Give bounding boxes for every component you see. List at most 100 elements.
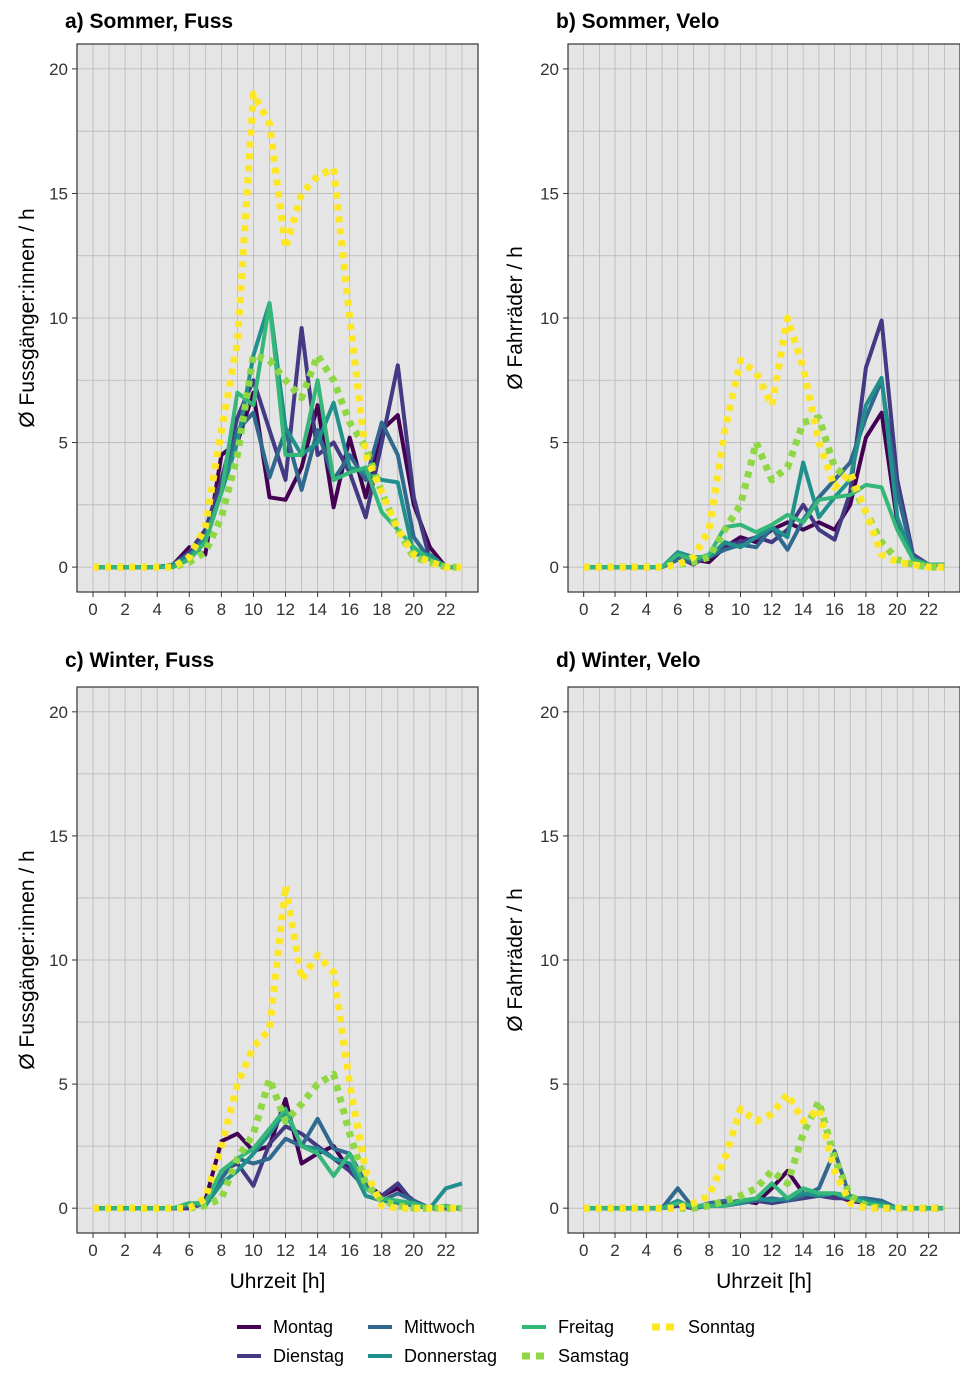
x-axis-label: Uhrzeit [h] (230, 1270, 326, 1293)
series-group (583, 314, 945, 571)
x-tick-label: 4 (642, 600, 651, 619)
panel-1: 0 5 10 15 20 0 2 4 6 8 10 12 14 16 18 20 22 a) Sommer, Fu… (16, 10, 479, 619)
series-group (583, 1090, 945, 1212)
x-tick-label: 0 (579, 600, 588, 619)
legend-label: Mittwoch (404, 1317, 475, 1337)
y-tick-label: 10 (49, 951, 68, 970)
series-line-sonntag (93, 882, 462, 1212)
x-tick-label: 14 (794, 1241, 813, 1260)
series-group (93, 90, 462, 571)
y-tick-label: 15 (540, 184, 559, 203)
x-tick-label: 16 (340, 1241, 359, 1260)
series-line-sonntag (583, 1090, 945, 1212)
y-tick-label: 0 (59, 558, 68, 577)
y-tick-label: 20 (49, 703, 68, 722)
x-tick-label: 10 (731, 600, 750, 619)
x-tick-label: 16 (825, 600, 844, 619)
y-tick-label: 20 (540, 703, 559, 722)
x-axis-label: Uhrzeit [h] (716, 1270, 812, 1293)
x-tick-label: 16 (340, 600, 359, 619)
y-tick-label: 20 (49, 60, 68, 79)
x-tick-label: 10 (244, 1241, 263, 1260)
x-tick-label: 22 (919, 600, 938, 619)
x-tick-label: 8 (217, 600, 226, 619)
panel-title: c) Winter, Fuss (65, 649, 214, 672)
x-tick-label: 2 (120, 600, 129, 619)
panel-2: 0 5 10 15 20 0 2 4 6 8 10 12 14 16 18 20 22 b) Sommer, Ve… (504, 10, 960, 619)
y-axis-label: Ø Fussgänger:innen / h (16, 208, 39, 427)
x-tick-label: 6 (673, 600, 682, 619)
x-tick-label: 0 (88, 600, 97, 619)
y-tick-label: 15 (49, 184, 68, 203)
y-tick-label: 10 (540, 951, 559, 970)
y-tick-label: 15 (540, 827, 559, 846)
x-tick-label: 22 (919, 1241, 938, 1260)
x-tick-label: 14 (308, 1241, 327, 1260)
grid-lines (568, 44, 960, 592)
x-tick-label: 6 (673, 1241, 682, 1260)
x-tick-label: 14 (308, 600, 327, 619)
x-tick-label: 4 (152, 1241, 161, 1260)
x-tick-label: 20 (888, 1241, 907, 1260)
x-tick-label: 18 (856, 600, 875, 619)
x-tick-label: 12 (276, 600, 295, 619)
legend-item-samstag: Samstag (522, 1346, 629, 1366)
panel-title: b) Sommer, Velo (556, 10, 719, 33)
series-line-sonntag (583, 314, 945, 571)
y-tick-label: 0 (550, 558, 559, 577)
x-tick-label: 0 (579, 1241, 588, 1260)
x-tick-label: 10 (244, 600, 263, 619)
x-tick-label: 4 (642, 1241, 651, 1260)
y-tick-label: 20 (540, 60, 559, 79)
y-tick-label: 10 (540, 309, 559, 328)
x-tick-label: 14 (794, 600, 813, 619)
y-tick-label: 5 (59, 1075, 68, 1094)
x-tick-label: 12 (762, 600, 781, 619)
y-tick-label: 5 (59, 434, 68, 453)
x-tick-label: 12 (762, 1241, 781, 1260)
panel-3: 0 5 10 15 20 0 2 4 6 8 10 12 14 16 18 20 22 c) Winter, Fu… (16, 649, 479, 1293)
y-tick-label: 0 (59, 1199, 68, 1218)
legend-label: Montag (273, 1317, 333, 1337)
panel-title: a) Sommer, Fuss (65, 10, 233, 33)
legend-label: Sonntag (688, 1317, 755, 1337)
x-tick-label: 22 (436, 600, 455, 619)
x-tick-label: 20 (404, 600, 423, 619)
legend-label: Samstag (558, 1346, 629, 1366)
legend-label: Dienstag (273, 1346, 344, 1366)
y-axis-label: Ø Fussgänger:innen / h (16, 850, 39, 1069)
y-axis-label: Ø Fahrräder / h (504, 888, 527, 1032)
x-tick-label: 10 (731, 1241, 750, 1260)
x-tick-label: 2 (610, 1241, 619, 1260)
x-tick-label: 2 (120, 1241, 129, 1260)
series-line-sonntag (93, 90, 462, 571)
x-tick-label: 0 (88, 1241, 97, 1260)
grid-lines (568, 687, 960, 1233)
panel-4: 0 5 10 15 20 0 2 4 6 8 10 12 14 16 18 20 22 d) Winter, Ve… (504, 649, 960, 1293)
legend-item-sonntag: Sonntag (652, 1317, 755, 1337)
x-tick-label: 20 (404, 1241, 423, 1260)
x-tick-label: 18 (372, 600, 391, 619)
legend-label: Donnerstag (404, 1346, 497, 1366)
x-tick-label: 8 (704, 600, 713, 619)
y-tick-label: 5 (550, 434, 559, 453)
x-tick-label: 2 (610, 600, 619, 619)
x-tick-label: 12 (276, 1241, 295, 1260)
x-tick-label: 18 (372, 1241, 391, 1260)
y-tick-label: 0 (550, 1199, 559, 1218)
legend-label: Freitag (558, 1317, 614, 1337)
x-tick-label: 4 (152, 600, 161, 619)
y-tick-label: 15 (49, 827, 68, 846)
x-tick-label: 22 (436, 1241, 455, 1260)
series-group (93, 882, 463, 1212)
x-tick-label: 6 (185, 600, 194, 619)
legend: Montag Dienstag Mittwoch Donnerstag Freitag S… (237, 1317, 755, 1366)
legend-item-freitag: Freitag (522, 1317, 614, 1337)
panel-title: d) Winter, Velo (556, 649, 701, 672)
x-tick-label: 16 (825, 1241, 844, 1260)
x-tick-label: 8 (217, 1241, 226, 1260)
x-tick-label: 20 (888, 600, 907, 619)
y-axis-label: Ø Fahrräder / h (504, 246, 527, 390)
